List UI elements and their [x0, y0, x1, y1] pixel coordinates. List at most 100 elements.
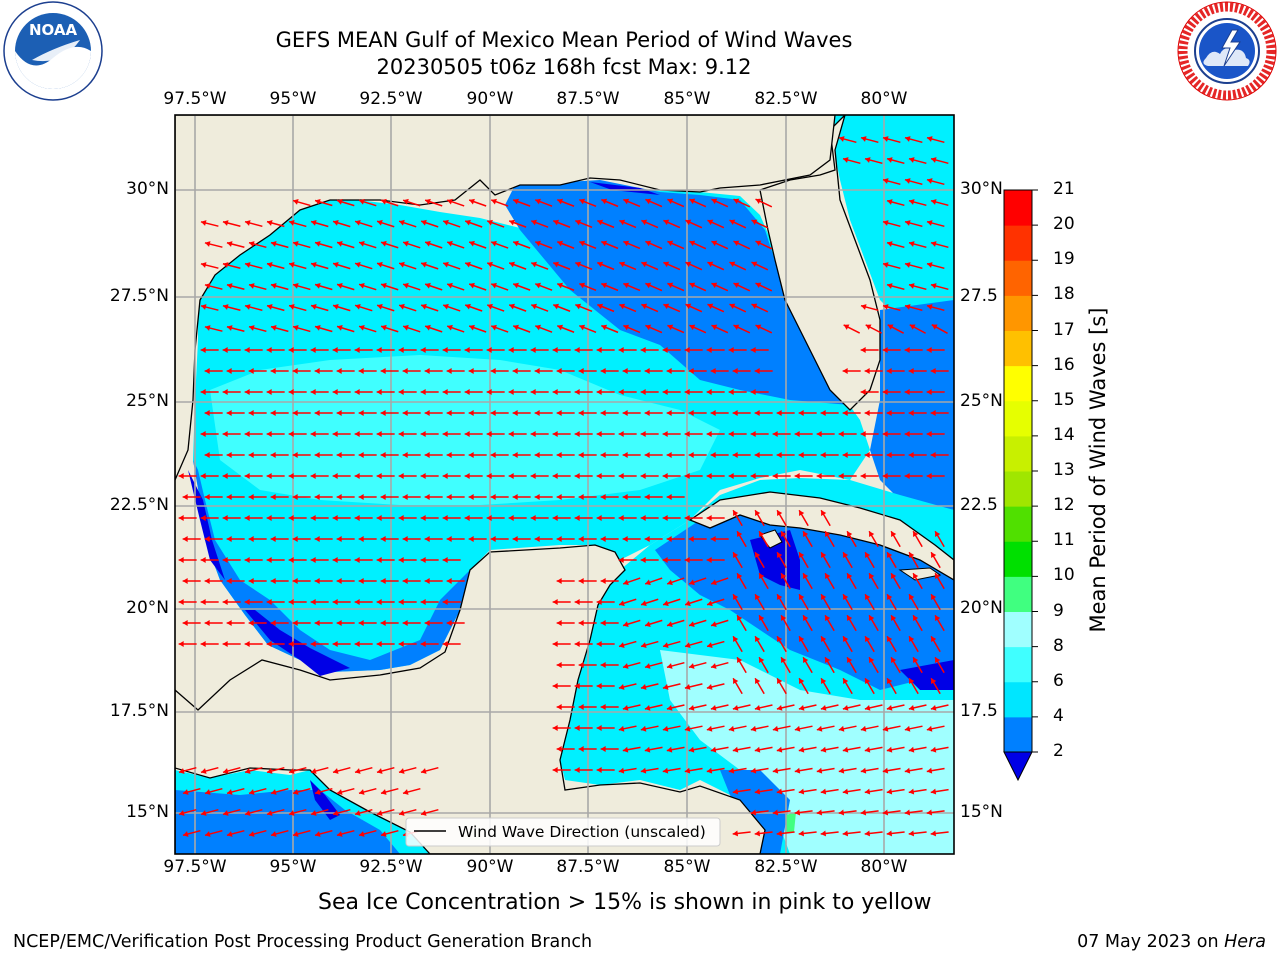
wind-wave-arrow — [244, 641, 263, 647]
wind-wave-arrow — [402, 410, 421, 416]
wind-wave-arrow — [248, 536, 267, 542]
wind-wave-arrow — [666, 410, 685, 416]
wind-wave-arrow — [666, 704, 685, 711]
wind-wave-arrow — [332, 303, 351, 312]
noaa-logo-text: NOAA — [29, 21, 78, 39]
wind-wave-arrow — [886, 283, 905, 291]
wind-wave-arrow — [780, 530, 791, 548]
wind-wave-arrow — [802, 614, 813, 632]
wind-wave-arrow — [908, 157, 927, 165]
wind-wave-arrow — [820, 788, 839, 795]
footer-date-text: 07 May 2023 on — [1077, 932, 1225, 952]
wind-wave-arrow — [758, 614, 769, 632]
wind-wave-arrow — [270, 283, 289, 291]
wind-wave-arrow — [904, 178, 923, 186]
wind-wave-arrow — [574, 767, 593, 773]
wind-wave-arrow — [802, 530, 813, 548]
wind-wave-arrow — [446, 578, 465, 584]
wind-wave-arrow — [442, 641, 461, 647]
wind-wave-arrow — [578, 746, 597, 752]
wind-wave-arrow — [354, 219, 373, 228]
wind-wave-arrow — [270, 578, 289, 584]
lat-label-left: 20°N — [126, 598, 169, 618]
wind-wave-arrow — [882, 262, 901, 270]
wind-wave-arrow — [666, 536, 685, 542]
wind-wave-arrow — [640, 431, 659, 437]
wind-wave-arrow — [755, 324, 773, 334]
wind-wave-arrow — [398, 766, 417, 774]
wind-wave-arrow — [667, 240, 685, 250]
wind-wave-arrow — [314, 536, 333, 542]
wind-wave-arrow — [420, 641, 439, 647]
wind-wave-arrow — [619, 261, 637, 271]
wind-wave-arrow — [641, 261, 659, 271]
wind-wave-arrow — [908, 241, 927, 249]
wind-wave-arrow — [662, 473, 681, 479]
wind-wave-arrow — [597, 261, 615, 271]
wind-wave-arrow — [824, 530, 835, 548]
wind-wave-arrow — [358, 240, 377, 249]
wind-wave-arrow — [684, 473, 703, 479]
wind-wave-arrow — [640, 640, 659, 648]
wind-wave-arrow — [226, 829, 245, 837]
wind-wave-arrow — [314, 324, 333, 333]
wind-wave-arrow — [486, 389, 505, 395]
wind-wave-arrow — [380, 410, 399, 416]
wind-wave-arrow — [420, 389, 439, 395]
map-frame — [174, 114, 955, 855]
wind-wave-arrow — [486, 347, 505, 353]
wind-wave-arrow — [776, 746, 795, 753]
wind-wave-arrow — [904, 431, 923, 437]
lat-label-right: 15°N — [960, 802, 1003, 822]
colorbar-tick-label: 8 — [1053, 635, 1064, 656]
wind-wave-arrow — [508, 473, 527, 479]
wind-wave-arrow — [200, 347, 219, 353]
lon-label-top: 87.5°W — [556, 89, 620, 109]
wind-wave-arrow — [468, 452, 487, 458]
colorbar-tick-label: 11 — [1053, 530, 1075, 551]
wind-wave-arrow — [178, 808, 197, 816]
wind-wave-arrow — [530, 347, 549, 353]
wind-wave-arrow — [398, 431, 417, 437]
wind-wave-arrow — [728, 389, 747, 395]
wind-wave-arrow — [689, 240, 707, 250]
wind-wave-arrow — [930, 677, 941, 695]
wind-wave-arrow — [574, 431, 593, 437]
wind-wave-arrow — [248, 787, 267, 795]
wind-wave-arrow — [729, 303, 747, 313]
wind-wave-arrow — [420, 557, 439, 563]
wind-wave-arrow — [380, 494, 399, 500]
wind-wave-arrow — [600, 704, 619, 710]
wind-wave-arrow — [868, 530, 879, 548]
wind-wave-arrow — [204, 241, 223, 248]
wind-wave-arrow — [222, 389, 241, 395]
wind-wave-arrow — [662, 640, 681, 648]
wind-wave-arrow — [534, 368, 553, 374]
lat-label-left: 22.5°N — [109, 495, 169, 515]
wind-wave-arrow — [934, 614, 945, 632]
wind-wave-arrow — [754, 830, 773, 837]
wind-wave-arrow — [640, 683, 659, 690]
wind-wave-arrow — [552, 431, 571, 437]
wind-wave-arrow — [798, 746, 817, 753]
wind-wave-arrow — [930, 368, 949, 374]
colorbar-segment — [1004, 576, 1032, 612]
wind-wave-arrow — [446, 452, 465, 458]
wind-wave-arrow — [508, 431, 527, 437]
wind-wave-arrow — [358, 829, 377, 837]
wind-wave-arrow — [204, 578, 223, 584]
wind-wave-arrow — [292, 283, 311, 291]
wind-wave-arrow — [490, 536, 509, 542]
wind-wave-arrow — [710, 661, 729, 669]
wind-wave-arrow — [446, 324, 465, 333]
wind-wave-arrow — [266, 766, 285, 774]
wind-wave-arrow — [556, 536, 575, 542]
wind-wave-arrow — [402, 536, 421, 542]
wind-wave-arrow — [926, 347, 945, 353]
colorbar-tick-label: 15 — [1053, 389, 1075, 410]
wind-wave-arrow — [860, 136, 879, 144]
lon-label-bottom: 87.5°W — [556, 857, 620, 877]
wind-wave-arrow — [890, 614, 901, 632]
wind-wave-arrow — [754, 677, 765, 695]
wind-wave-arrow — [354, 261, 373, 270]
